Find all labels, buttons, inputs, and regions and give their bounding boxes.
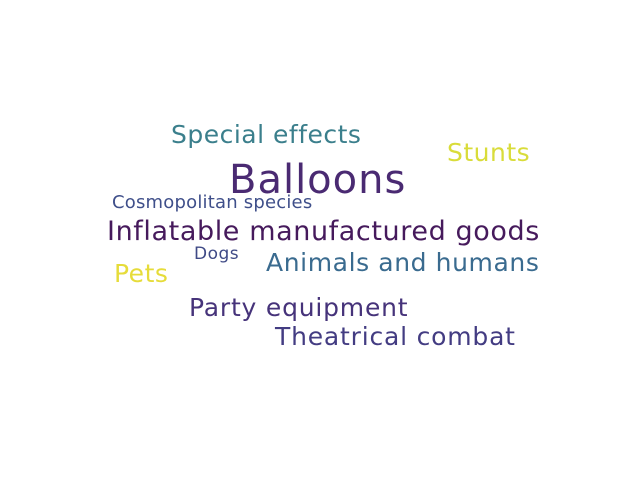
word-animals-and-humans: Animals and humans: [266, 248, 540, 277]
word-inflatable-manufactured-goods: Inflatable manufactured goods: [107, 216, 540, 247]
word-cosmopolitan-species: Cosmopolitan species: [112, 192, 313, 213]
word-theatrical-combat: Theatrical combat: [275, 322, 516, 351]
word-special-effects: Special effects: [171, 120, 362, 149]
word-balloons: Balloons: [229, 157, 407, 203]
word-stunts: Stunts: [447, 138, 531, 167]
word-dogs: Dogs: [194, 244, 240, 264]
word-pets: Pets: [114, 259, 169, 288]
word-party-equipment: Party equipment: [189, 293, 409, 322]
